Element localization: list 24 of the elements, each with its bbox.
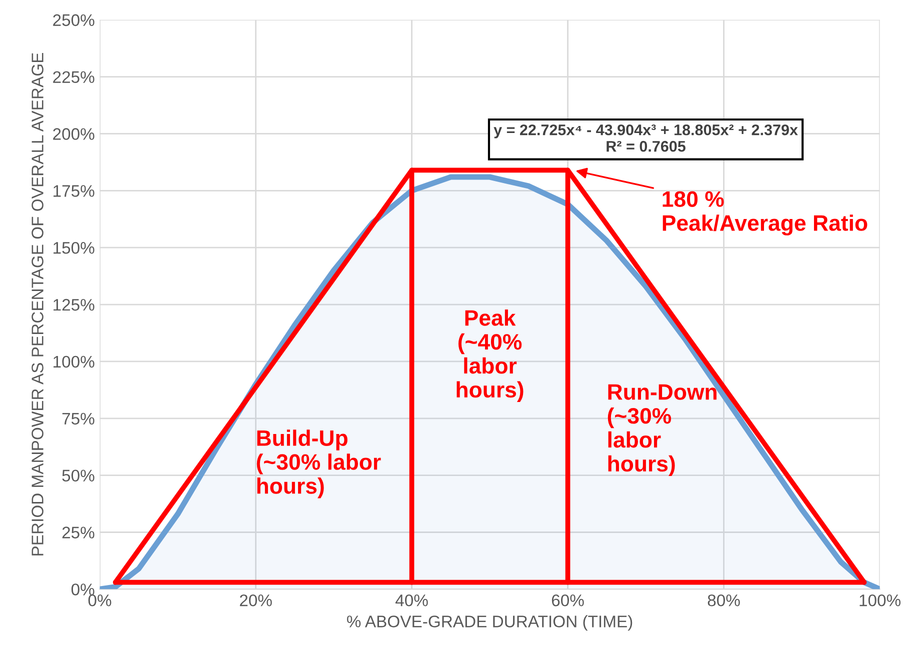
annotation: Peak (~40% labor hours) bbox=[456, 309, 524, 402]
y-tick-label: 0% bbox=[71, 584, 94, 596]
x-tick-label: 80% bbox=[708, 594, 740, 606]
x-tick-label: 60% bbox=[552, 594, 584, 606]
x-tick-label: 100% bbox=[860, 594, 901, 606]
y-tick-label: 75% bbox=[62, 412, 94, 425]
y-tick-label: 225% bbox=[53, 71, 94, 83]
x-tick-label: 0% bbox=[88, 594, 112, 606]
y-tick-label: 200% bbox=[53, 128, 94, 140]
y-axis-title: PERIOD MANPOWER AS PERCENTAGE OF OVERALL AVERAGE bbox=[32, 53, 44, 556]
x-tick-label: 20% bbox=[240, 594, 272, 606]
x-tick-label: 40% bbox=[395, 594, 428, 606]
annotation: y = 22.725x⁴ - 43.904x³ + 18.805x² + 2.379x R² = 0.7605 bbox=[494, 124, 798, 152]
y-tick-label: 250% bbox=[53, 14, 94, 26]
y-tick-label: 175% bbox=[54, 185, 94, 197]
annotation: Build-Up (~30% labor hours) bbox=[256, 430, 381, 498]
y-tick-label: 50% bbox=[62, 470, 94, 482]
y-tick-label: 125% bbox=[54, 298, 94, 311]
annotation: 180 % Peak/Average Ratio bbox=[662, 191, 868, 236]
y-tick-label: 100% bbox=[54, 356, 94, 368]
y-tick-label: 150% bbox=[54, 242, 94, 254]
annotation: Run-Down (~30% labor hours) bbox=[608, 384, 716, 476]
x-axis-title: % ABOVE-GRADE DURATION (TIME) bbox=[346, 615, 632, 631]
y-tick-label: 25% bbox=[62, 526, 94, 538]
